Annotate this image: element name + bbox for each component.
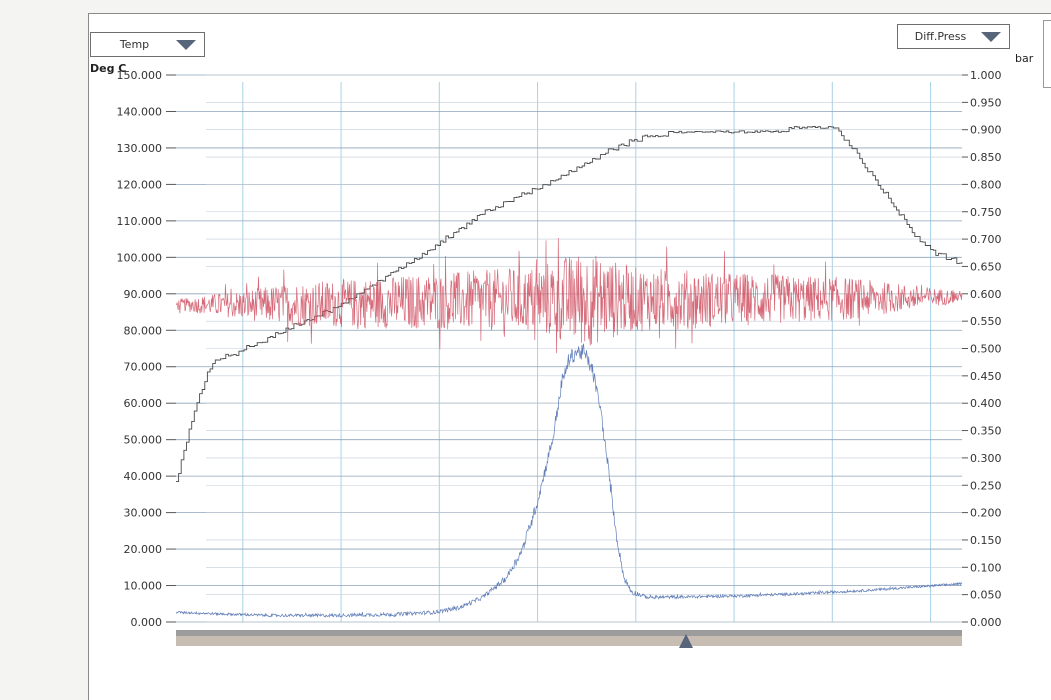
left-tick-label: 40.000: [124, 470, 163, 483]
left-tick-label: 50.000: [124, 434, 163, 447]
right-tick-label: 0.750: [970, 206, 1002, 219]
right-tick-label: 0.500: [970, 343, 1002, 356]
vertical-grid: [242, 82, 932, 622]
left-axis-unit: Deg C: [90, 62, 127, 75]
series-layer: [175, 126, 963, 619]
left-tick-label: 80.000: [124, 324, 163, 337]
pressure-peak-series-line: [176, 343, 963, 619]
right-tick-label: 0.700: [970, 233, 1002, 246]
right-tick-label: 0.150: [970, 534, 1002, 547]
scrollbar-track-top: [176, 630, 962, 636]
right-tick-label: 0.400: [970, 397, 1002, 410]
right-tick-label: 0.050: [970, 589, 1002, 602]
left-tick-label: 30.000: [124, 507, 163, 520]
left-tick-label: 110.000: [117, 215, 163, 228]
right-tick-label: 0.250: [970, 479, 1002, 492]
left-tick-label: 70.000: [124, 361, 163, 374]
right-tick-label: 0.900: [970, 124, 1002, 137]
right-tick-label: 0.800: [970, 178, 1002, 191]
left-tick-label: 90.000: [124, 288, 163, 301]
left-tick-label: 100.000: [117, 251, 163, 264]
left-axis-selector[interactable]: Temp: [90, 32, 205, 57]
right-axis-unit: bar: [1015, 52, 1034, 65]
temperature-series-line: [176, 126, 963, 483]
left-tick-label: 140.000: [117, 105, 163, 118]
right-tick-label: 0.450: [970, 370, 1002, 383]
right-tick-label: 1.000: [970, 69, 1002, 82]
right-tick-label: 0.000: [970, 616, 1002, 629]
left-tick-label: 130.000: [117, 142, 163, 155]
side-panel-edge: [1043, 20, 1051, 88]
right-axis-selector[interactable]: Diff.Press: [897, 24, 1010, 49]
right-axis-selector-label: Diff.Press: [914, 30, 967, 43]
right-tick-label: 0.300: [970, 452, 1002, 465]
left-tick-label: 60.000: [124, 397, 163, 410]
right-tick-label: 0.550: [970, 315, 1002, 328]
left-axis-ticks: 0.000 10.000 20.000 30.000 40.000 50.000 60.00…: [117, 69, 176, 629]
right-tick-label: 0.350: [970, 425, 1002, 438]
right-axis-ticks: 0.000 0.050 0.100 0.150 0.200 0.250 0.300 0.350…: [962, 69, 1002, 629]
scroll-position-marker-icon[interactable]: [679, 634, 693, 648]
red-noise-series-line: [175, 237, 963, 354]
left-tick-label: 150.000: [117, 69, 163, 82]
left-tick-label: 0.000: [131, 616, 163, 629]
right-tick-label: 0.950: [970, 96, 1002, 109]
chevron-down-icon: [981, 31, 1001, 42]
plot-area: [176, 82, 962, 622]
right-tick-label: 0.850: [970, 151, 1002, 164]
right-tick-label: 0.650: [970, 260, 1002, 273]
right-tick-label: 0.200: [970, 507, 1002, 520]
scrollbar[interactable]: [176, 630, 962, 648]
horizontal-grid: [176, 74, 962, 623]
chevron-down-icon: [176, 39, 196, 50]
left-tick-label: 10.000: [124, 580, 163, 593]
left-tick-label: 120.000: [117, 178, 163, 191]
left-tick-label: 20.000: [124, 543, 163, 556]
left-axis-selector-label: Temp: [119, 38, 150, 51]
right-tick-label: 0.100: [970, 561, 1002, 574]
right-tick-label: 0.600: [970, 288, 1002, 301]
scrollbar-track[interactable]: [176, 636, 962, 646]
